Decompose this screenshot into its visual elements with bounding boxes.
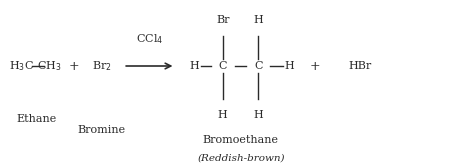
Text: +: + [68,60,79,72]
Text: Br$_2$: Br$_2$ [92,59,112,73]
Text: H: H [284,61,294,71]
Text: Ethane: Ethane [17,114,57,124]
Text: C: C [254,61,263,71]
Text: +: + [310,60,320,72]
Text: H$_3$C: H$_3$C [9,59,34,73]
Text: HBr: HBr [348,61,372,71]
Text: (Reddish-brown): (Reddish-brown) [197,154,284,163]
Text: H: H [190,61,199,71]
Text: CH$_3$: CH$_3$ [37,59,62,73]
Text: H: H [254,111,263,120]
Text: H: H [218,111,228,120]
Text: Br: Br [216,15,229,25]
Text: CCl$_4$: CCl$_4$ [136,33,163,47]
Text: H: H [254,15,263,25]
Text: Bromoethane: Bromoethane [203,135,279,145]
Text: C: C [219,61,227,71]
Text: Bromine: Bromine [78,125,126,135]
